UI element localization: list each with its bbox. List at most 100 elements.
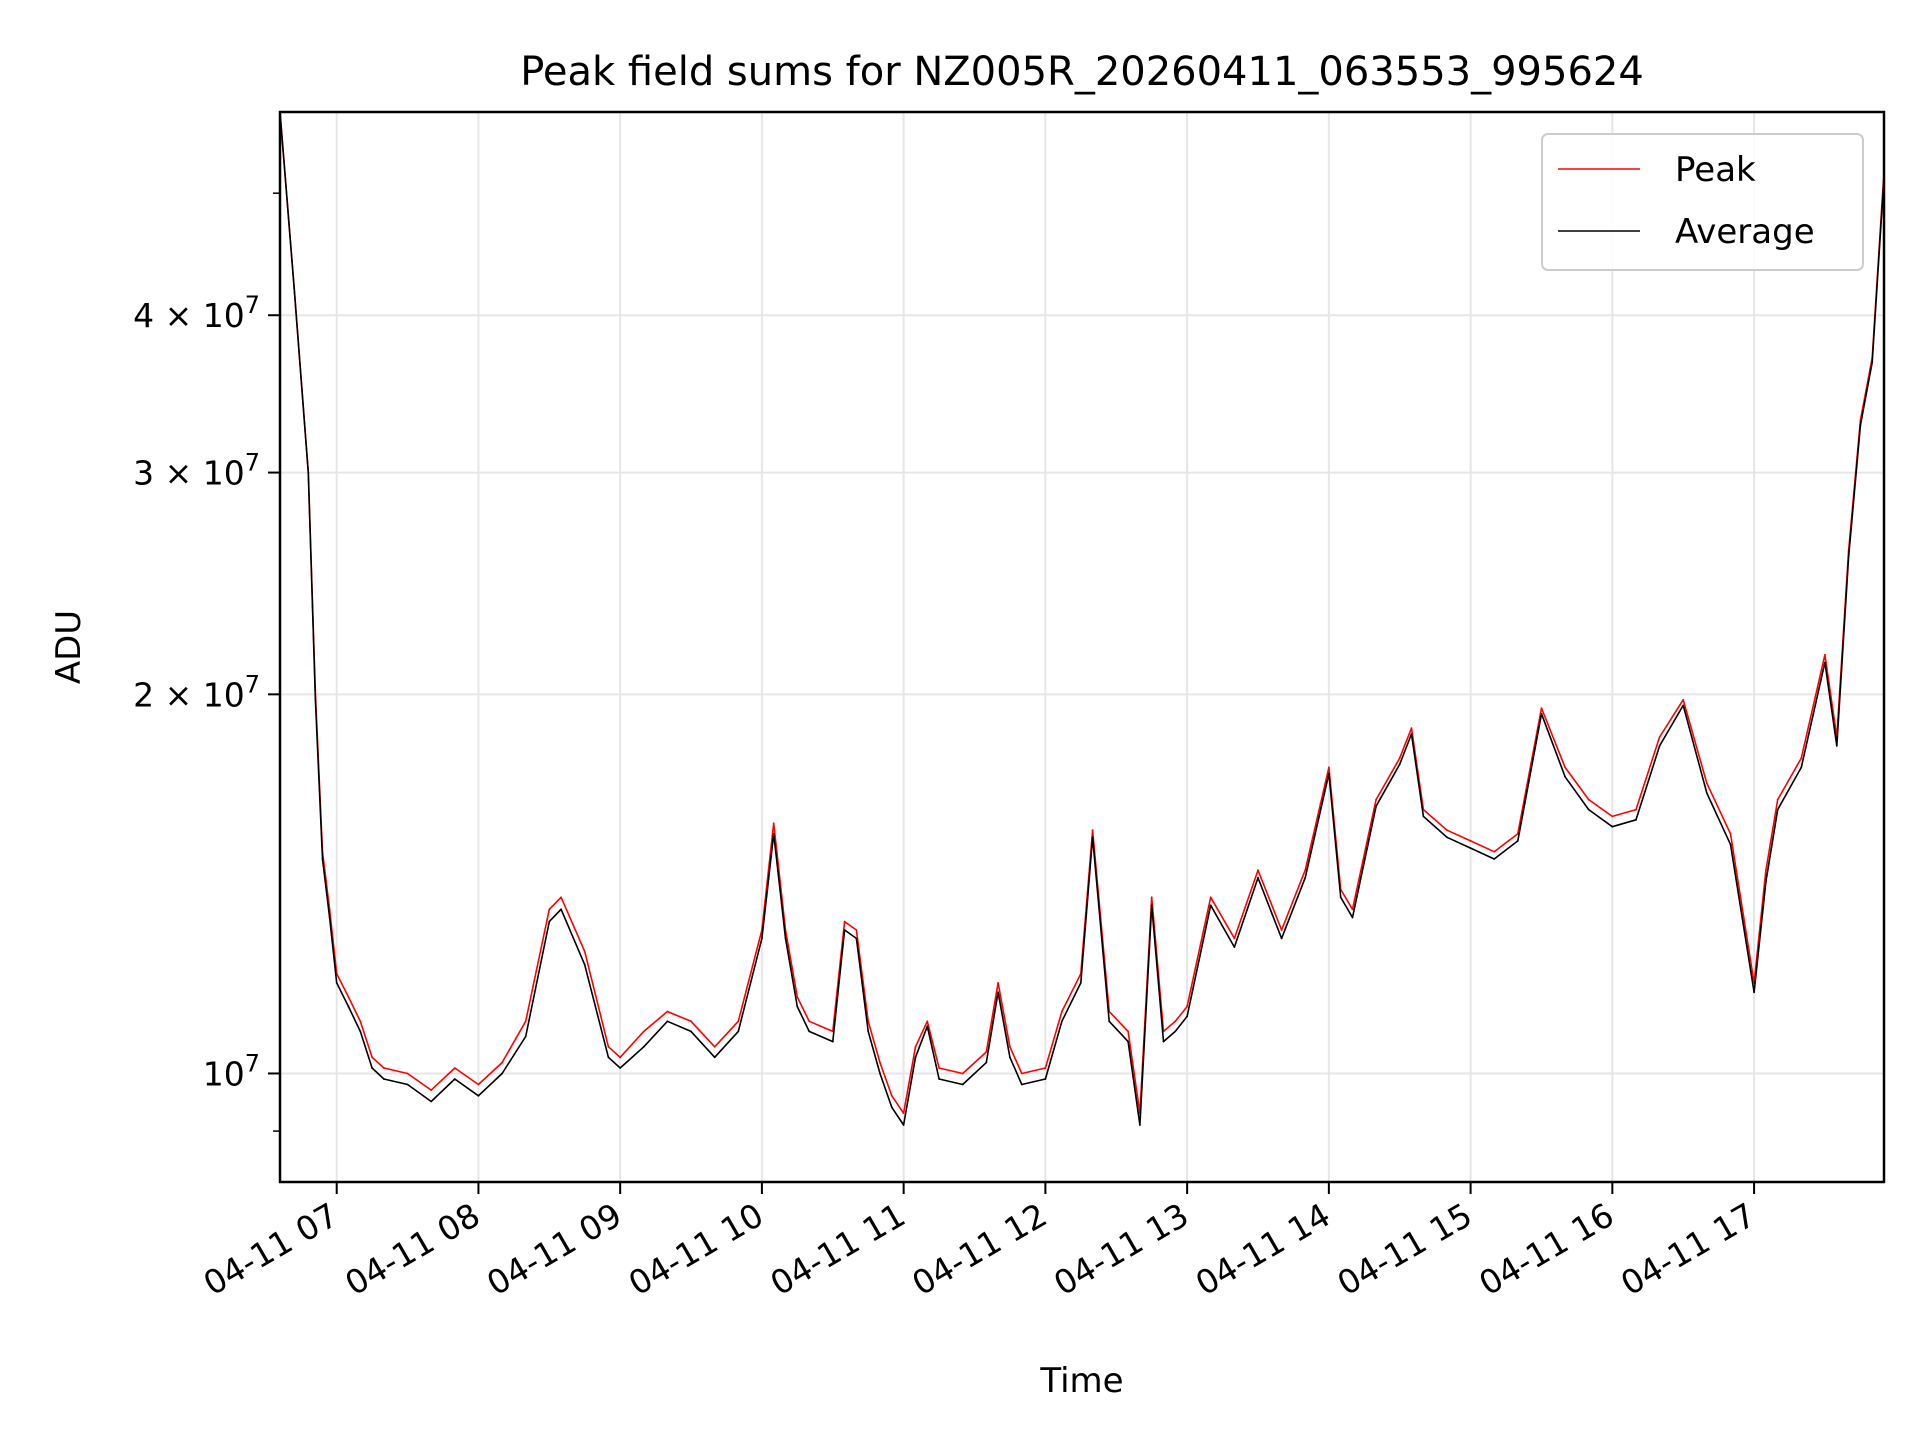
data-point-average (1304, 876, 1307, 879)
data-point-average (607, 1056, 610, 1059)
data-point-peak (524, 1020, 527, 1023)
data-point-average (843, 929, 846, 931)
data-point-peak (383, 1067, 385, 1069)
data-point-average (406, 1083, 409, 1086)
data-point-average (501, 1072, 503, 1075)
data-point-average (761, 937, 763, 940)
data-point-peak (1127, 1030, 1129, 1033)
data-point-average (1469, 847, 1472, 849)
y-tick-label: 3 × 107 (133, 449, 260, 493)
series-average (280, 112, 1884, 1126)
data-point-average (1375, 805, 1377, 808)
data-point-average (293, 287, 296, 290)
data-point-peak (1044, 1067, 1047, 1069)
data-point-average (1516, 840, 1519, 842)
data-point-peak (713, 1045, 716, 1048)
data-point-peak (607, 1045, 610, 1048)
data-point-peak (1658, 736, 1661, 738)
data-point-average (314, 698, 317, 701)
data-point-peak (430, 1089, 433, 1091)
data-point-average (938, 1078, 940, 1080)
data-point-peak (938, 1067, 940, 1069)
data-point-peak (666, 1010, 669, 1013)
data-point-peak (1493, 850, 1496, 853)
data-point-peak (737, 1020, 740, 1023)
data-point-peak (796, 996, 799, 998)
data-point-average (1859, 424, 1862, 427)
data-point-peak (1800, 757, 1803, 759)
data-point-average (1871, 361, 1874, 364)
data-point-average (1835, 745, 1838, 747)
data-point-average (879, 1072, 881, 1075)
data-point-peak (453, 1067, 456, 1069)
data-point-average (335, 982, 338, 984)
data-point-peak (902, 1112, 905, 1115)
data-point-average (1493, 858, 1496, 860)
data-point-peak (1765, 869, 1767, 872)
data-point-peak (1233, 937, 1236, 940)
data-point-peak (1729, 832, 1732, 835)
data-point-average (1339, 896, 1342, 899)
data-point-peak (1587, 798, 1590, 801)
data-point-average (524, 1035, 527, 1038)
data-point-peak (843, 920, 846, 923)
data-point-peak (406, 1072, 409, 1075)
data-point-average (1174, 1030, 1177, 1033)
data-point-peak (1280, 929, 1283, 931)
data-point-average (926, 1025, 929, 1028)
data-point-peak (926, 1020, 929, 1023)
data-point-average (307, 471, 310, 474)
data-point-average (1061, 1020, 1063, 1023)
data-point-average (560, 908, 562, 911)
data-point-average (902, 1124, 905, 1126)
data-point-average (1824, 661, 1826, 664)
legend-label-peak: Peak (1675, 150, 1756, 190)
data-point-average (477, 1094, 480, 1097)
data-point-average (1847, 556, 1850, 559)
legend: Peak Average (1541, 133, 1864, 271)
data-point-peak (1150, 896, 1153, 899)
data-point-average (430, 1100, 433, 1103)
data-point-average (1587, 808, 1590, 811)
data-point-peak (1446, 829, 1448, 832)
data-point-peak (1009, 1045, 1011, 1048)
data-point-peak (1564, 766, 1566, 769)
data-point-average (619, 1067, 622, 1069)
data-point-peak (1020, 1072, 1023, 1075)
data-point-average (914, 1056, 917, 1059)
data-point-average (1091, 836, 1094, 839)
y-tick-label: 2 × 107 (133, 670, 260, 714)
data-point-average (1108, 1020, 1111, 1023)
data-point-peak (914, 1045, 917, 1048)
y-tick-label: 4 × 107 (133, 291, 260, 335)
legend-label-average: Average (1675, 212, 1815, 252)
data-point-peak (1635, 808, 1637, 811)
data-point-average (1776, 808, 1779, 811)
data-point-peak (371, 1056, 373, 1059)
chart-title: Peak field sums for NZ005R_20260411_0635… (520, 49, 1644, 95)
plot-frame (278, 110, 1886, 1184)
data-point-peak (961, 1072, 964, 1075)
data-point-peak (1257, 869, 1259, 872)
data-point-peak (1209, 896, 1212, 899)
data-point-average (1280, 937, 1283, 940)
data-point-average (1765, 880, 1767, 883)
data-point-average (642, 1045, 645, 1048)
data-point-peak (1776, 798, 1779, 801)
data-point-average (1079, 982, 1082, 984)
data-point-average (328, 916, 331, 919)
series-layer (280, 112, 1884, 1126)
data-point-average (796, 1005, 799, 1008)
data-point-average (1328, 772, 1330, 775)
data-point-average (1729, 843, 1732, 846)
data-point-peak (1186, 1005, 1188, 1008)
data-point-peak (1705, 782, 1708, 785)
data-point-average (831, 1040, 834, 1043)
data-point-average (1705, 792, 1708, 794)
data-point-peak (879, 1061, 881, 1064)
data-point-average (1564, 775, 1566, 778)
data-point-average (808, 1030, 811, 1033)
data-point-peak (501, 1061, 503, 1064)
data-point-average (1257, 876, 1259, 879)
